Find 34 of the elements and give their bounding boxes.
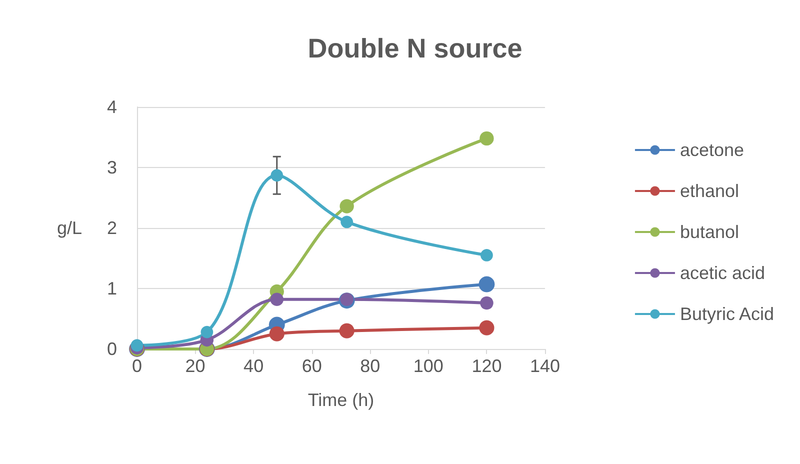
y-axis-title: g/L: [56, 218, 82, 238]
point: [130, 339, 144, 352]
point: [480, 296, 494, 310]
point: [480, 249, 493, 262]
chart-title: Double N source: [308, 34, 522, 64]
point: [270, 169, 284, 182]
x-tick-label: 100: [413, 356, 444, 376]
x-tick-label: 0: [132, 356, 142, 376]
y-tick-label: 4: [106, 97, 117, 117]
x-tick-label: 40: [244, 356, 264, 376]
legend-label: Butyric Acid: [680, 304, 774, 324]
point: [480, 131, 494, 146]
x-tick-label: 140: [530, 356, 560, 376]
x-tick-label: 60: [302, 356, 322, 376]
y-tick-label: 2: [106, 218, 117, 238]
legend-label: ethanol: [680, 181, 740, 201]
point: [269, 326, 284, 342]
legend-label: butanol: [680, 222, 740, 242]
point: [340, 216, 354, 228]
point: [339, 323, 354, 338]
point: [340, 199, 354, 214]
point: [270, 292, 284, 306]
legend-label: acetic acid: [680, 263, 766, 283]
x-tick-label: 20: [185, 356, 206, 376]
y-tick-label: 0: [106, 339, 117, 359]
y-tick-label: 3: [106, 158, 117, 178]
x-tick-label: 80: [360, 356, 380, 376]
point: [478, 276, 495, 292]
point: [479, 320, 494, 336]
x-axis-title: Time (h): [308, 390, 374, 410]
point: [200, 326, 214, 338]
x-tick-label: 120: [472, 356, 502, 376]
y-tick-label: 1: [106, 278, 117, 298]
legend-label: acetone: [680, 140, 744, 160]
